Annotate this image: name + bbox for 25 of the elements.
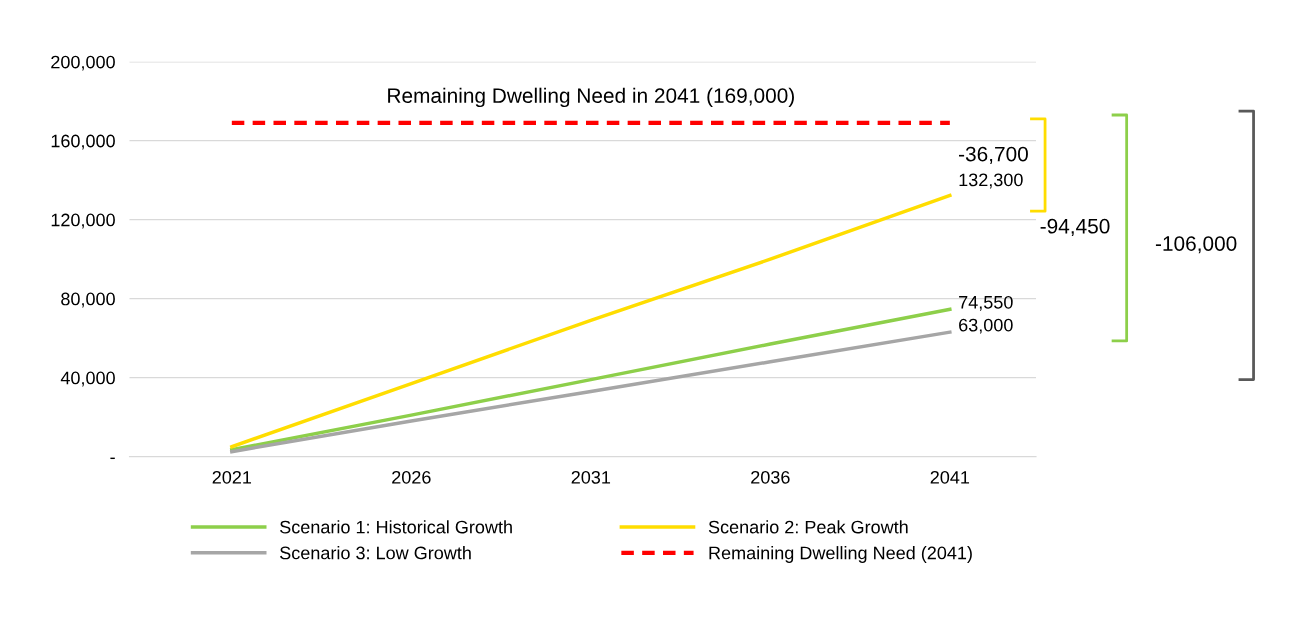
x-tick-label: 2026 bbox=[392, 470, 431, 484]
line-series bbox=[230, 307, 952, 452]
annotation: Remaining Dwelling Need in 2041 (169,000) bbox=[388, 87, 794, 108]
y-tick-label: 40,000 bbox=[60, 371, 115, 387]
y-tick-label: 200,000 bbox=[51, 55, 115, 71]
y-tick-label: 80,000 bbox=[61, 292, 115, 308]
legend-label: Scenario 2: Peak Growth bbox=[708, 520, 908, 534]
x-tick-label: 2021 bbox=[212, 470, 252, 484]
legend-label: Scenario 3: Low Growth bbox=[280, 546, 471, 560]
line-series bbox=[230, 330, 952, 454]
legend-label: Scenario 1: Historical Growth bbox=[280, 520, 512, 534]
data-label: 74,550 bbox=[959, 295, 1013, 311]
y-tick-label: - bbox=[110, 457, 115, 460]
data-label: 132,300 bbox=[959, 173, 1023, 189]
legend-label: Remaining Dwelling Need (2041) bbox=[709, 546, 972, 563]
y-tick-label: 120,000 bbox=[51, 213, 115, 229]
text: -94,450 bbox=[1040, 218, 1110, 237]
x-tick-label: 2036 bbox=[751, 470, 790, 484]
data-label: 63,000 bbox=[959, 318, 1013, 334]
y-tick-label: 160,000 bbox=[51, 134, 115, 150]
x-tick-label: 2041 bbox=[930, 470, 970, 484]
line-series bbox=[230, 193, 952, 449]
text: -106,000 bbox=[1155, 236, 1237, 254]
annotation: -36,700 bbox=[959, 146, 1028, 164]
x-tick-label: 2031 bbox=[571, 470, 611, 484]
